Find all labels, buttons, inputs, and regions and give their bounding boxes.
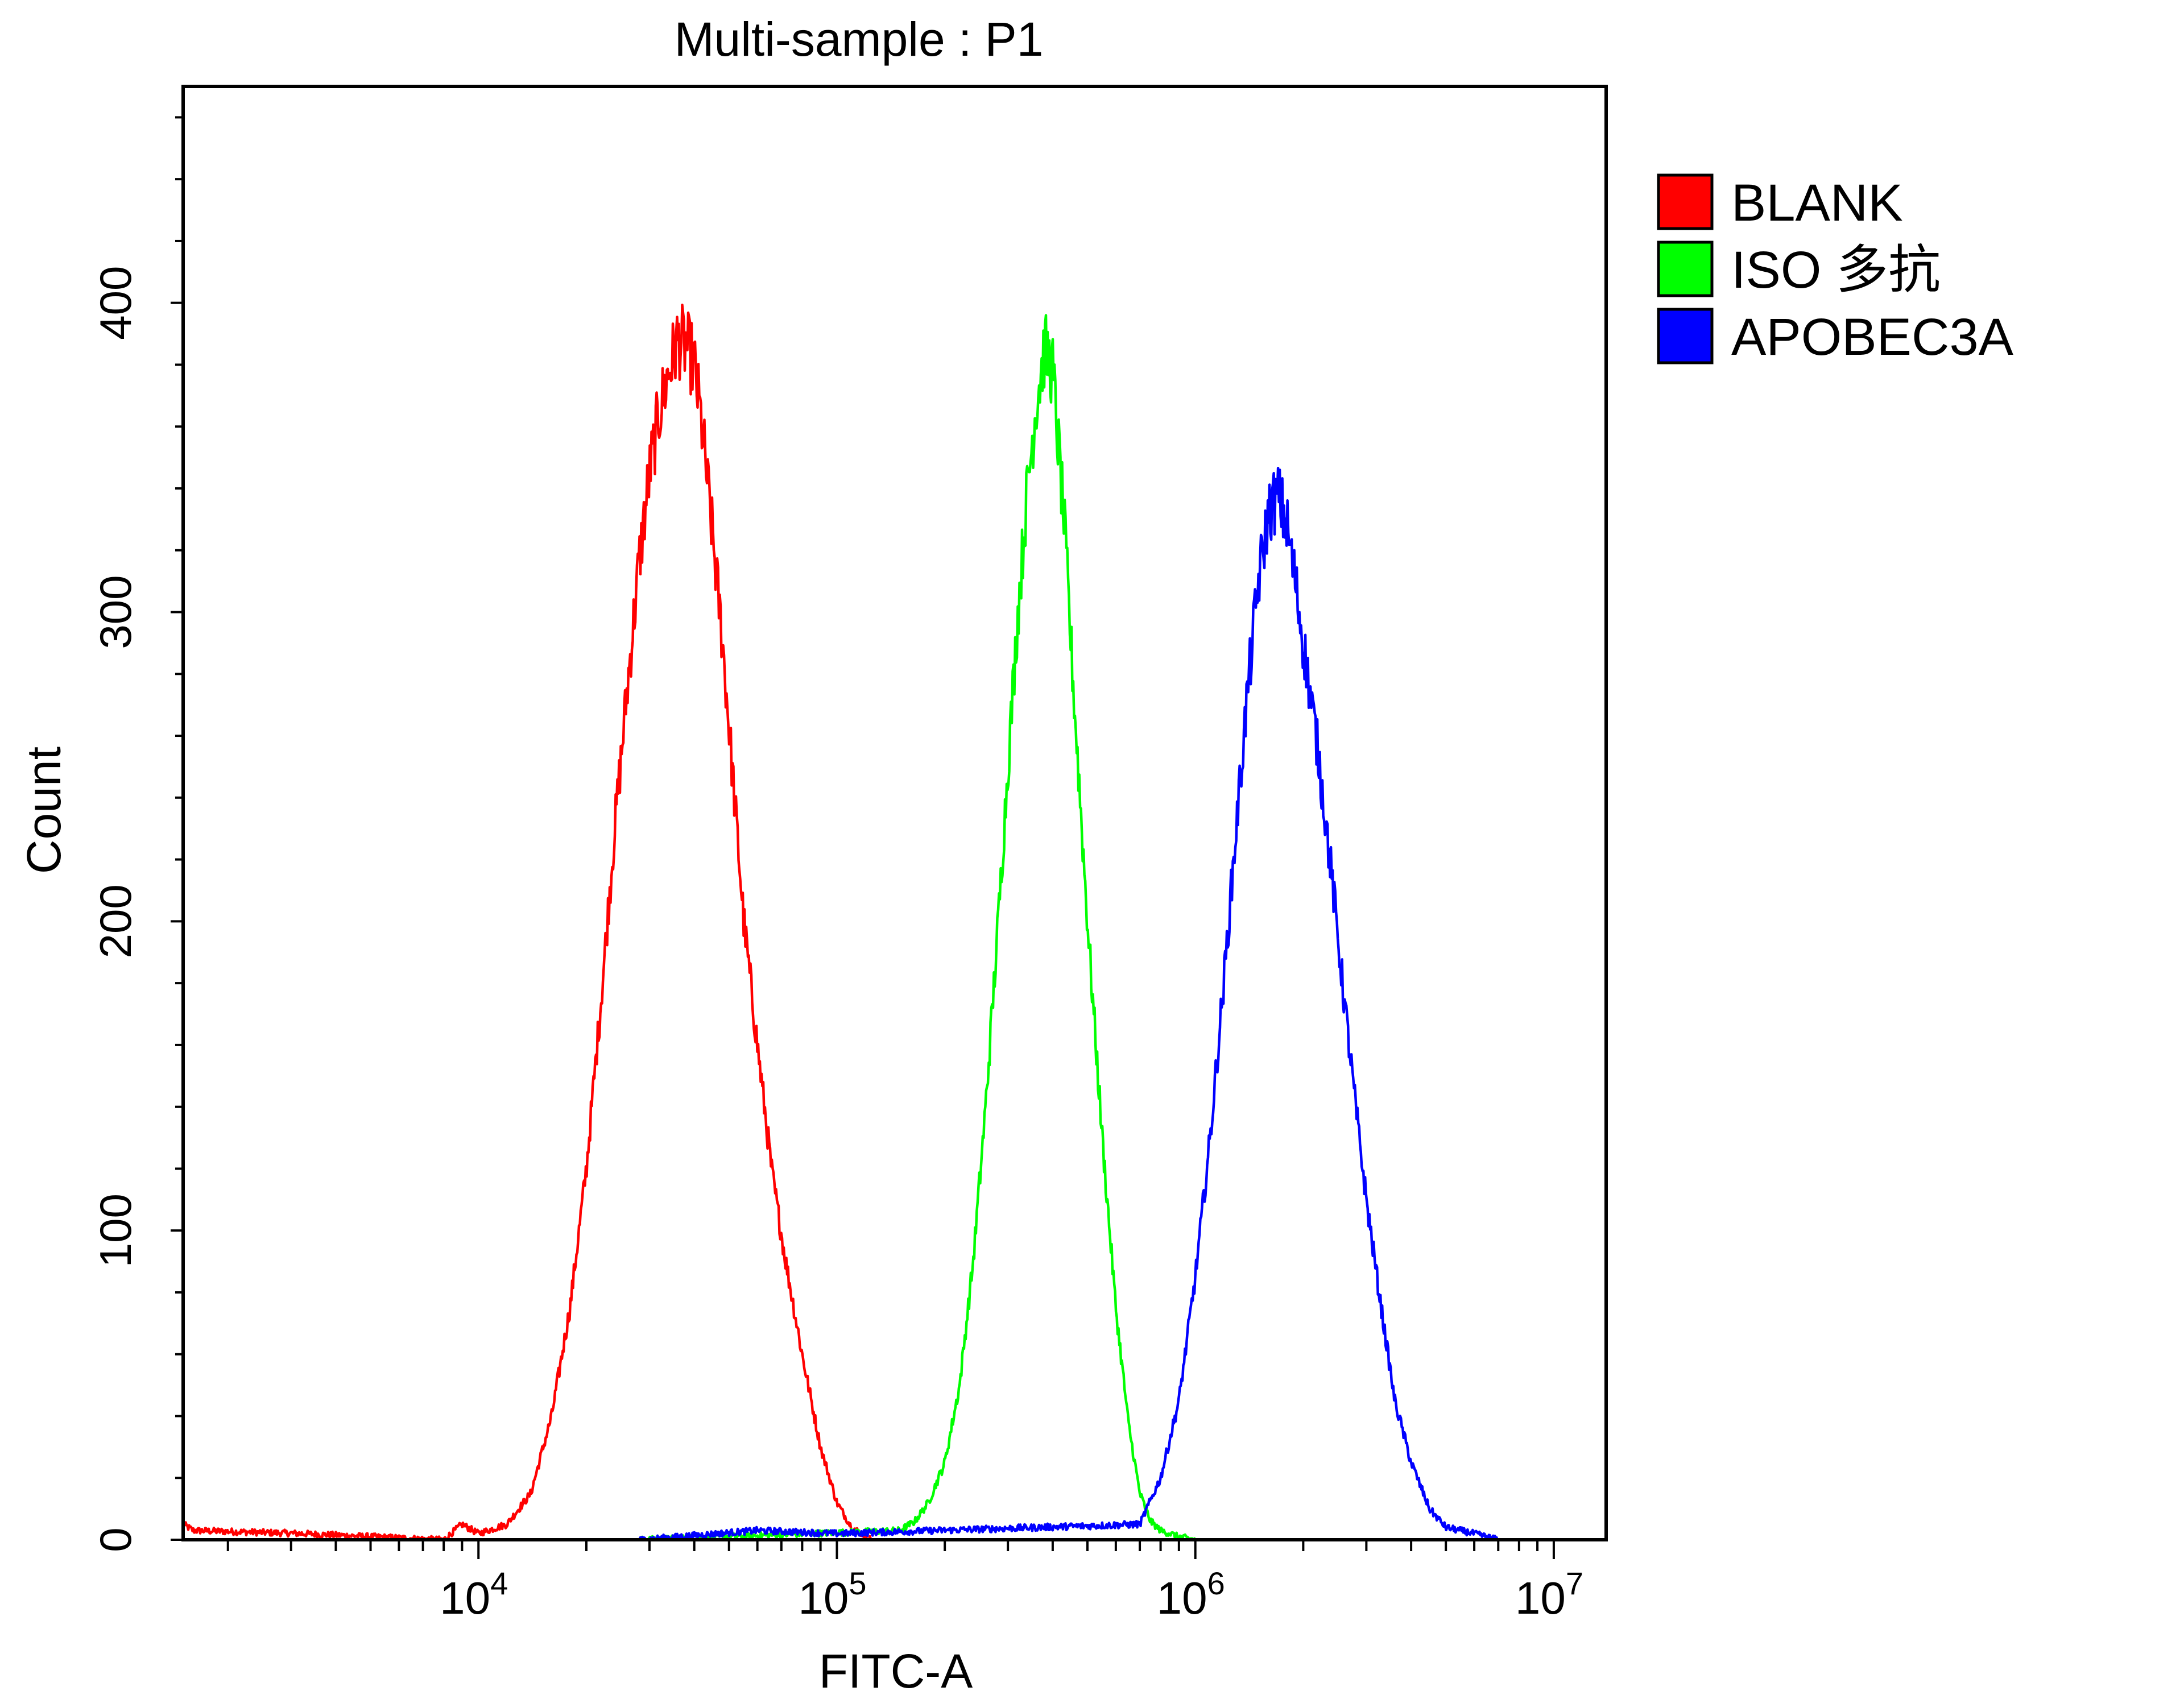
x-tick-label: 107 — [1515, 1565, 1583, 1623]
y-axis-title: Count — [17, 747, 71, 874]
x-axis-title: FITC-A — [819, 1644, 973, 1691]
plot-area — [181, 304, 1499, 1541]
y-axis: 0 100 200 300 400 — [90, 116, 183, 1552]
series-line-blank — [181, 304, 872, 1541]
y-tick-label: 400 — [90, 266, 140, 340]
legend-swatch — [1657, 308, 1714, 364]
y-tick-label: 300 — [90, 575, 140, 649]
plot-frame — [181, 85, 1608, 1541]
y-tick-label: 100 — [90, 1193, 140, 1267]
x-tick-base: 10 — [1157, 1573, 1207, 1623]
x-tick-base: 10 — [1515, 1573, 1566, 1623]
x-tick-label: 106 — [1157, 1565, 1225, 1623]
x-tick-base: 10 — [798, 1573, 849, 1623]
x-tick-exponent: 5 — [849, 1565, 866, 1601]
x-tick-exponent: 7 — [1566, 1565, 1583, 1601]
x-tick-exponent: 4 — [490, 1565, 508, 1601]
legend-swatch — [1657, 241, 1714, 297]
legend-label: ISO 多抗 — [1731, 241, 1941, 299]
y-tick-label: 0 — [90, 1527, 140, 1552]
y-tick-label: 200 — [90, 884, 140, 958]
series-line-apobec3a — [638, 467, 1499, 1541]
x-tick-label: 105 — [798, 1565, 866, 1623]
chart-title: Multi-sample : P1 — [675, 13, 1044, 66]
legend-swatch — [1657, 173, 1714, 230]
x-tick-label: 104 — [440, 1565, 508, 1623]
legend-label: APOBEC3A — [1731, 308, 2014, 366]
legend: BLANK ISO 多抗 APOBEC3A — [1657, 173, 2014, 366]
legend-label: BLANK — [1731, 174, 1903, 232]
x-axis: 104 105 106 107 — [226, 1540, 1583, 1623]
x-tick-base: 10 — [440, 1573, 490, 1623]
x-tick-exponent: 6 — [1207, 1565, 1225, 1601]
